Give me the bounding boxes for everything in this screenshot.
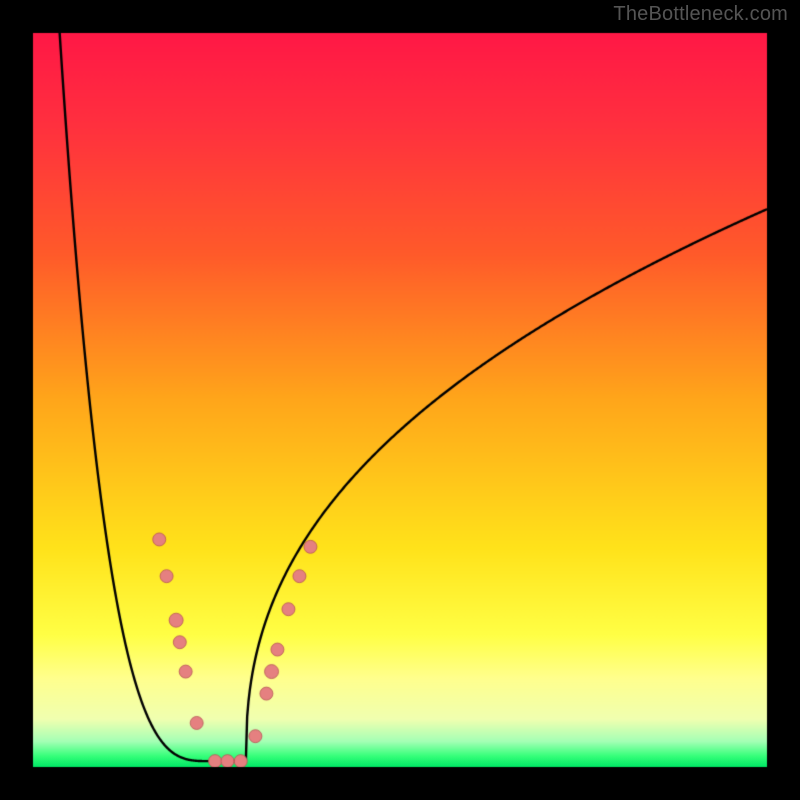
chart-container: TheBottleneck.com xyxy=(0,0,800,800)
bottleneck-curve-chart xyxy=(0,0,800,800)
